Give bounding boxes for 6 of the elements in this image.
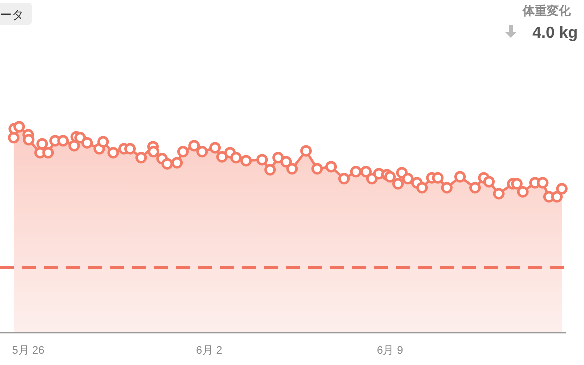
text: 4.0 kg [532, 25, 578, 42]
text: ータ [0, 8, 24, 22]
text: 体重変化 [522, 4, 572, 18]
x-tick-label: 5月 26 [12, 345, 45, 357]
x-tick-label: 6月 2 [196, 345, 222, 357]
x-tick-label: 6月 9 [377, 345, 404, 357]
